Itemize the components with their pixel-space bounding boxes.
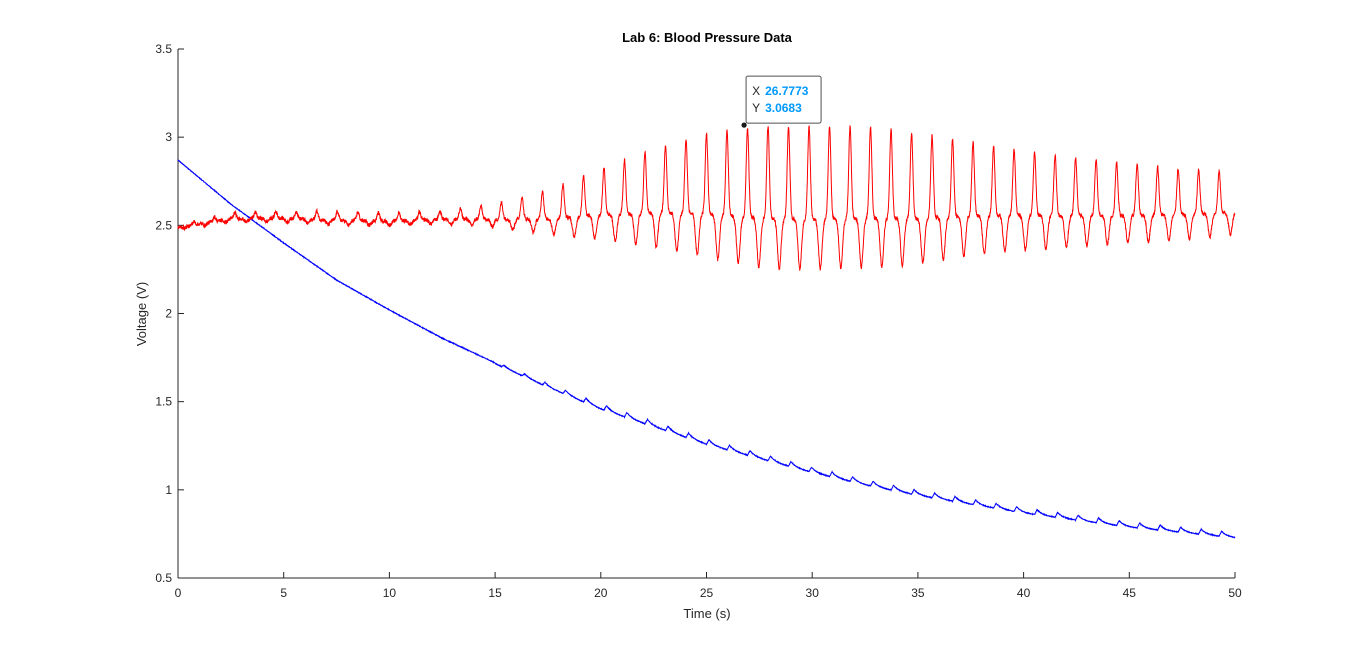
data-tip-y-value: 3.0683 [765,101,802,115]
series-blue-line [177,159,1236,539]
x-tick-label: 0 [175,586,182,600]
x-tick-label: 30 [806,586,820,600]
chart-title: Lab 6: Blood Pressure Data [622,30,793,45]
axes-frame [177,49,1235,579]
x-tick-label: 20 [594,586,608,600]
data-tip-x-label: X [752,84,760,98]
y-tick-label: 3.5 [155,42,172,56]
series-layer [177,124,1236,539]
y-axis-label: Voltage (V) [134,282,149,346]
series-red-line [177,124,1236,271]
x-tick-label: 40 [1017,586,1031,600]
data-tip-box[interactable] [745,75,822,124]
y-tick-label: 3 [165,130,172,144]
y-tick-label: 2.5 [155,218,172,232]
y-tick-label: 1 [165,483,172,497]
x-tick-label: 10 [383,586,397,600]
data-tip-x-value: 26.7773 [765,84,809,98]
y-ticks: 0.5 1 1.5 2 2.5 3 3.5 [155,42,184,585]
x-tick-label: 15 [488,586,502,600]
x-axis-label: Time (s) [683,606,730,621]
data-tip[interactable]: X 26.7773 Y 3.0683 [741,75,822,128]
x-ticks: 0 5 10 15 20 25 30 35 40 45 50 [175,572,1242,600]
data-tip-y-label: Y [752,101,760,115]
y-tick-label: 1.5 [155,395,172,409]
x-tick-label: 45 [1123,586,1137,600]
y-tick-label: 2 [165,307,172,321]
x-tick-label: 5 [280,586,287,600]
x-tick-label: 50 [1228,586,1242,600]
y-tick-label: 0.5 [155,571,172,585]
data-tip-marker[interactable] [741,122,747,128]
x-tick-label: 25 [700,586,714,600]
x-tick-label: 35 [911,586,925,600]
